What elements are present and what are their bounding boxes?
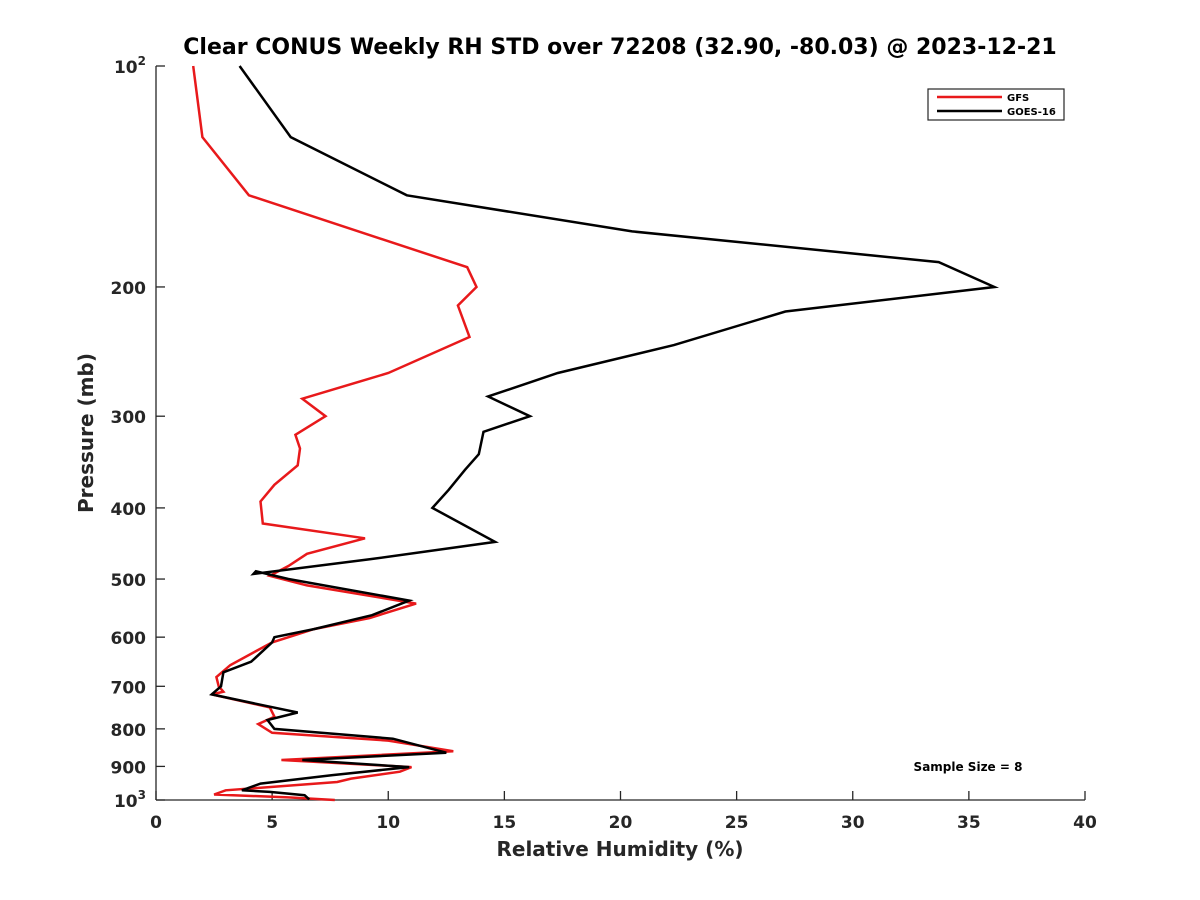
sample-size-annotation: Sample Size = 8: [914, 760, 1023, 774]
legend: GFS GOES-16: [927, 88, 1065, 121]
y-tick-label: 300: [111, 408, 147, 428]
legend-box: [927, 88, 1065, 121]
y-ticks: 102 200 300 400 500 600 700 800 900 103: [111, 54, 165, 812]
y-tick-label: 900: [111, 758, 147, 778]
y-tick-label: 600: [111, 629, 147, 649]
legend-label-goes16: GOES-16: [1007, 107, 1056, 118]
axes: [155, 66, 1085, 801]
y-tick-label: 500: [111, 571, 147, 591]
y-axis-label: Pressure (mb): [74, 353, 98, 513]
x-tick-label: 20: [609, 813, 633, 833]
y-tick-label: 400: [111, 500, 147, 520]
x-tick-label: 40: [1073, 813, 1097, 833]
x-tick-label: 35: [957, 813, 981, 833]
x-tick-label: 0: [150, 813, 162, 833]
x-tick-label: 25: [725, 813, 749, 833]
x-tick-label: 10: [376, 813, 400, 833]
chart-title: Clear CONUS Weekly RH STD over 72208 (32…: [183, 35, 1056, 60]
x-tick-label: 15: [493, 813, 517, 833]
y-tick-label: 102: [114, 54, 146, 78]
x-tick-label: 30: [841, 813, 865, 833]
series-line-goes16: [208, 65, 1000, 801]
series-layer: [191, 65, 1000, 802]
y-tick-label: 700: [111, 678, 147, 698]
x-tick-label: 5: [266, 813, 278, 833]
legend-label-gfs: GFS: [1007, 93, 1029, 104]
y-tick-label: 103: [114, 788, 146, 812]
series-line-gfs: [191, 65, 479, 802]
y-tick-label: 800: [111, 721, 147, 741]
y-tick-label: 200: [111, 279, 147, 299]
x-ticks: 0 5 10 15 20 25 30 35 40: [150, 791, 1097, 833]
x-axis-label: Relative Humidity (%): [496, 837, 743, 861]
